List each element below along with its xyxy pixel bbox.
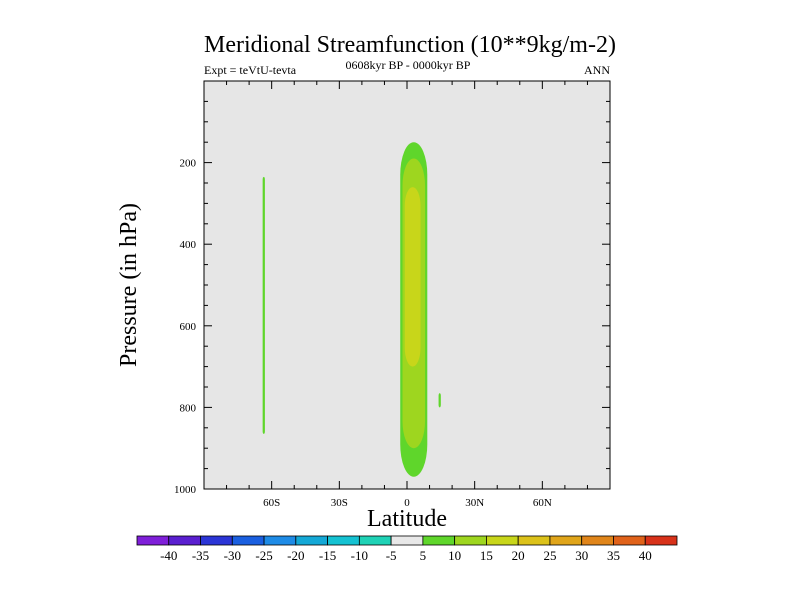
colorbar-label: 30 — [575, 548, 588, 563]
contour-region-5 — [438, 393, 441, 408]
colorbar-swatch — [358, 535, 392, 546]
colorbar-label: -25 — [255, 548, 272, 563]
colorbar-label: -15 — [319, 548, 336, 563]
colorbar-label: 35 — [607, 548, 620, 563]
y-tick-label: 400 — [180, 239, 197, 251]
colorbar-label: -5 — [386, 548, 397, 563]
colorbar-swatch — [549, 535, 583, 546]
x-tick-label: 60S — [263, 497, 280, 509]
x-axis-label: Latitude — [367, 506, 447, 532]
colorbar-swatch — [454, 535, 487, 546]
axis-ticks: 60S 30S 0 30N 60N 200 400 600 800 1000 — [174, 81, 610, 509]
colorbar-swatch — [263, 535, 297, 546]
colorbar-swatch — [231, 535, 265, 546]
x-tick-label: 0 — [404, 497, 410, 509]
colorbar-swatch — [581, 535, 614, 546]
y-tick-label: 600 — [180, 321, 197, 333]
colorbar-label: 20 — [512, 548, 525, 563]
colorbar-swatch — [517, 535, 551, 546]
colorbar-label: 40 — [639, 548, 652, 563]
chart-subtitle-center: 0608kyr BP - 0000kyr BP — [346, 58, 471, 72]
x-tick-label: 30N — [465, 497, 484, 509]
colorbar-label: 5 — [420, 548, 427, 563]
contour-layer — [262, 142, 441, 477]
x-tick-label: 30S — [331, 497, 348, 509]
contour-region-1 — [262, 176, 265, 434]
colorbar-swatch — [168, 535, 201, 546]
y-tick-label: 800 — [180, 402, 197, 414]
colorbar-swatch — [327, 535, 360, 546]
chart-subtitle-right: ANN — [584, 63, 610, 77]
colorbar-label: -30 — [224, 548, 241, 563]
y-axis-label: Pressure (in hPa) — [116, 203, 142, 367]
colorbar-label: -20 — [287, 548, 304, 563]
chart-title: Meridional Streamfunction (10**9kg/m-2) — [204, 32, 616, 58]
colorbar-swatch — [422, 535, 456, 546]
contour-region-4 — [404, 187, 421, 367]
colorbar-swatch — [295, 535, 328, 546]
colorbar-swatch — [613, 535, 646, 546]
colorbar-label: 25 — [543, 548, 556, 563]
colorbar-label: 15 — [480, 548, 493, 563]
chart-subtitle-left: Expt = teVtU-tevta — [204, 63, 297, 77]
colorbar-label: -40 — [160, 548, 177, 563]
y-tick-label: 200 — [180, 158, 197, 170]
colorbar-swatch — [136, 535, 170, 546]
colorbar-swatch — [486, 535, 519, 546]
colorbar-swatch — [644, 535, 678, 546]
colorbar-swatch — [390, 535, 424, 546]
x-tick-label: 60N — [533, 497, 552, 509]
colorbar-label: -10 — [351, 548, 368, 563]
colorbar: -40 -35 -30 -25 -20 -15 -10 -5 5 10 15 20 25 30 35 40 — [136, 535, 678, 563]
colorbar-label: 10 — [448, 548, 461, 563]
colorbar-label: -35 — [192, 548, 209, 563]
y-tick-label: 1000 — [174, 484, 197, 496]
colorbar-swatch — [200, 535, 233, 546]
